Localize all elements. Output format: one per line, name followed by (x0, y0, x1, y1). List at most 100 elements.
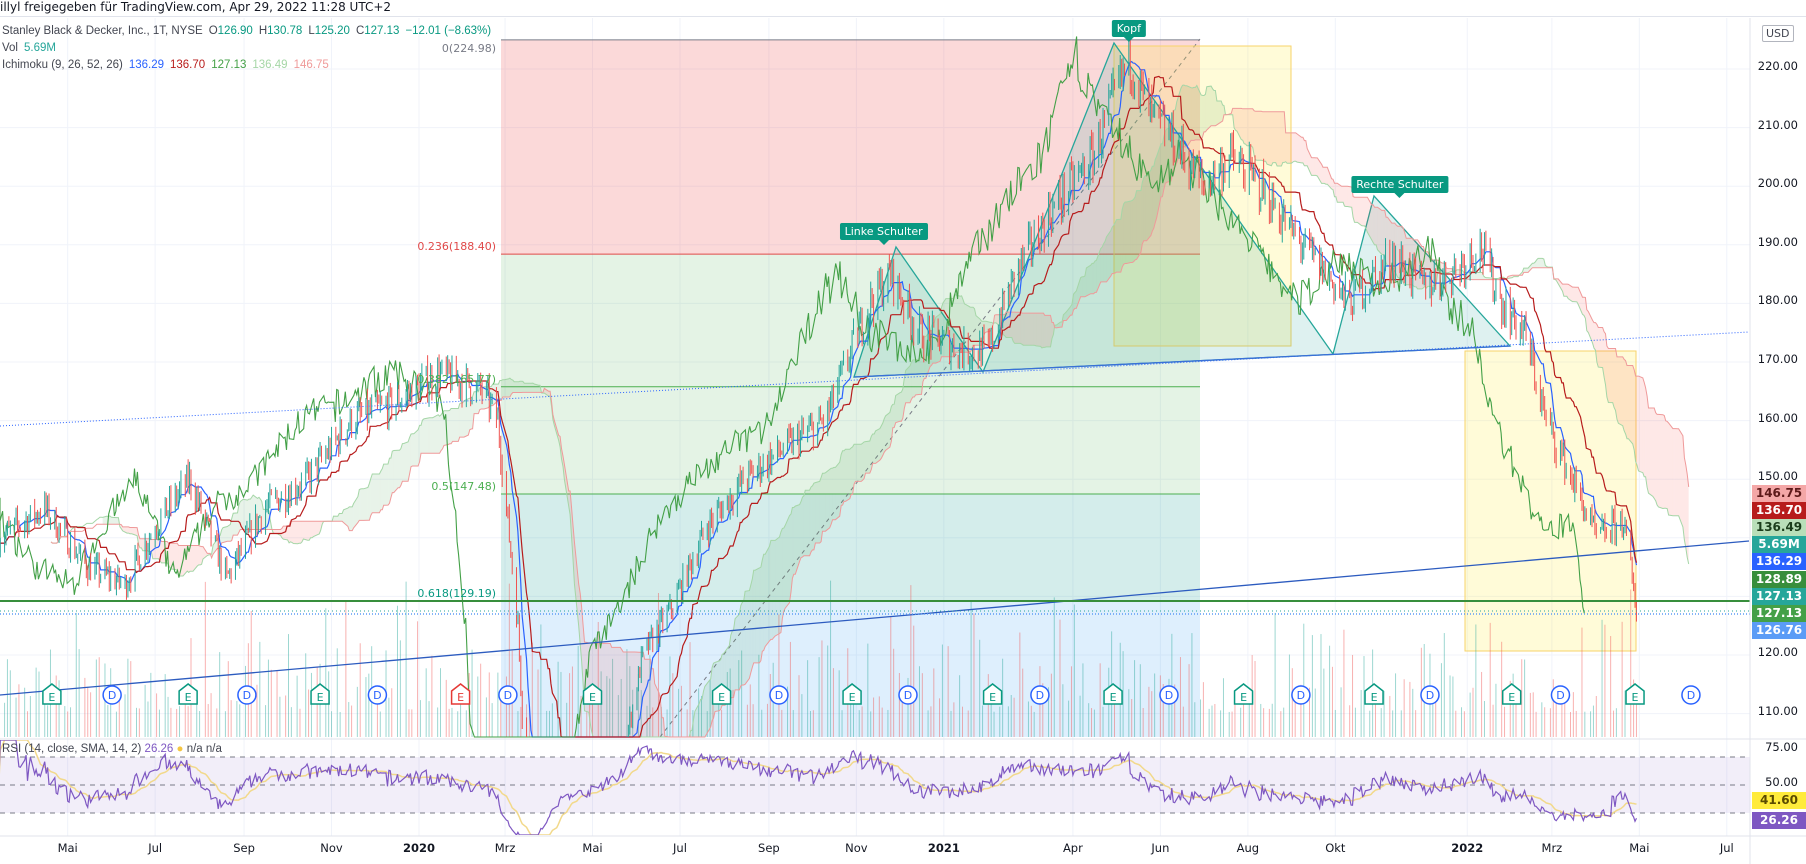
cloud-segment (448, 410, 450, 445)
cloud-segment (835, 462, 840, 520)
cloud-segment (742, 600, 744, 686)
cloud-segment (116, 517, 119, 525)
cloud-segment (1647, 396, 1649, 494)
cloud-segment (703, 686, 705, 737)
cloud-segment (413, 429, 419, 467)
cloud-segment (1642, 377, 1645, 477)
cloud-segment (1193, 87, 1196, 141)
cloud-segment (942, 300, 945, 357)
cloud-segment (227, 525, 229, 542)
cloud-segment (127, 526, 129, 534)
cloud-segment (1056, 322, 1061, 328)
cloud-segment (197, 545, 199, 567)
time-axis-label: Jul (673, 841, 687, 855)
cloud-segment (709, 678, 711, 730)
cloud-segment (362, 488, 364, 521)
cloud-segment (954, 294, 956, 356)
ichimoku-label[interactable]: Ichimoku (9, 26, 52, 26) (2, 59, 123, 71)
cloud-segment (1668, 423, 1673, 516)
cloud-segment (1658, 414, 1663, 509)
cloud-segment (157, 539, 159, 559)
cloud-segment (1041, 313, 1044, 348)
high-label: H (258, 25, 268, 37)
cloud-segment (809, 486, 812, 556)
cloud-segment (752, 570, 754, 668)
dividend-marker-icon: D (373, 689, 381, 702)
cloud-segment (852, 444, 855, 495)
cloud-segment (1333, 179, 1335, 197)
dividend-marker-icon (1159, 685, 1179, 705)
chikou-span (0, 36, 1585, 738)
cloud-segment (474, 391, 479, 414)
dividend-marker-icon: D (108, 689, 116, 702)
cloud-segment (1011, 312, 1014, 342)
cloud-segment (1112, 225, 1114, 274)
cloud-segment (181, 545, 183, 576)
cloud-segment (694, 703, 700, 737)
cloud-segment (1043, 313, 1045, 348)
cloud-segment (1312, 157, 1315, 176)
symbol-name[interactable]: Stanley Black & Decker, Inc., 1T, NYSE (2, 25, 203, 37)
cloud-segment (730, 631, 733, 699)
cloud-segment (112, 517, 117, 525)
cloud-segment (753, 570, 756, 663)
cloud-segment (1331, 178, 1334, 190)
cloud-segment (1367, 197, 1372, 240)
earnings-marker-icon: E (1371, 691, 1378, 704)
cloud-segment (1366, 197, 1368, 233)
cloud-segment (653, 668, 655, 737)
ichimoku-legend: Ichimoku (9, 26, 52, 26) 136.29 136.70 127.… (2, 58, 341, 73)
cloud-segment (1672, 428, 1675, 516)
earnings-marker-icon (1364, 683, 1384, 705)
cloud-segment (468, 398, 470, 436)
earnings-marker-icon: E (849, 691, 856, 704)
earnings-marker-icon: E (48, 691, 55, 704)
cloud-segment (529, 383, 532, 393)
rsi-axis-label: 75.00 (1765, 740, 1798, 754)
earnings-marker-icon: E (185, 691, 192, 704)
cloud-segment (1216, 101, 1222, 125)
cloud-segment (1281, 111, 1283, 166)
cloud-segment (1476, 271, 1478, 280)
cloud-segment (464, 398, 469, 438)
cloud-segment (392, 450, 394, 493)
cloud-segment (121, 524, 123, 531)
pattern-label[interactable]: Rechte Schulter (1351, 175, 1449, 198)
cloud-segment (243, 499, 248, 530)
cloud-segment (885, 412, 890, 451)
cloud-segment (299, 521, 301, 544)
cloud-segment (849, 447, 852, 499)
tenkan-sen (0, 60, 1638, 738)
dividend-marker-icon: D (775, 689, 783, 702)
cloud-segment (370, 474, 373, 516)
cloud-segment (1080, 276, 1083, 297)
pattern-label[interactable]: Linke Schulter (839, 222, 928, 245)
cloud-segment (258, 497, 261, 530)
cloud-segment (1446, 267, 1448, 273)
price-badge: 5.69M (1752, 536, 1806, 553)
cloud-segment (129, 527, 132, 534)
cloud-segment (1568, 284, 1573, 302)
rsi-label[interactable]: RSI (14, close, SMA, 14, 2) (2, 743, 142, 755)
earnings-marker-icon (178, 683, 198, 705)
cloud-segment (743, 591, 746, 686)
cloud-segment (428, 417, 430, 454)
cloud-segment (1678, 428, 1683, 528)
vol-label[interactable]: Vol (2, 42, 18, 54)
pattern-label[interactable]: Kopf (1111, 20, 1146, 42)
time-axis-label: Sep (758, 841, 780, 855)
cloud-segment (178, 545, 181, 576)
cloud-segment (102, 516, 107, 525)
cloud-segment (1315, 157, 1318, 177)
cloud-segment (912, 359, 915, 397)
cloud-segment (534, 384, 539, 393)
cloud-segment (1152, 166, 1154, 232)
drawings-foreground[interactable] (0, 331, 1750, 696)
cloud-segment (544, 388, 549, 396)
cloud-segment (1664, 415, 1666, 509)
currency-label[interactable]: USD (1762, 25, 1794, 42)
cloud-segment (1287, 132, 1292, 164)
cloud-segment (881, 423, 883, 459)
fib-level-label: 0.236(188.40) (417, 240, 496, 254)
